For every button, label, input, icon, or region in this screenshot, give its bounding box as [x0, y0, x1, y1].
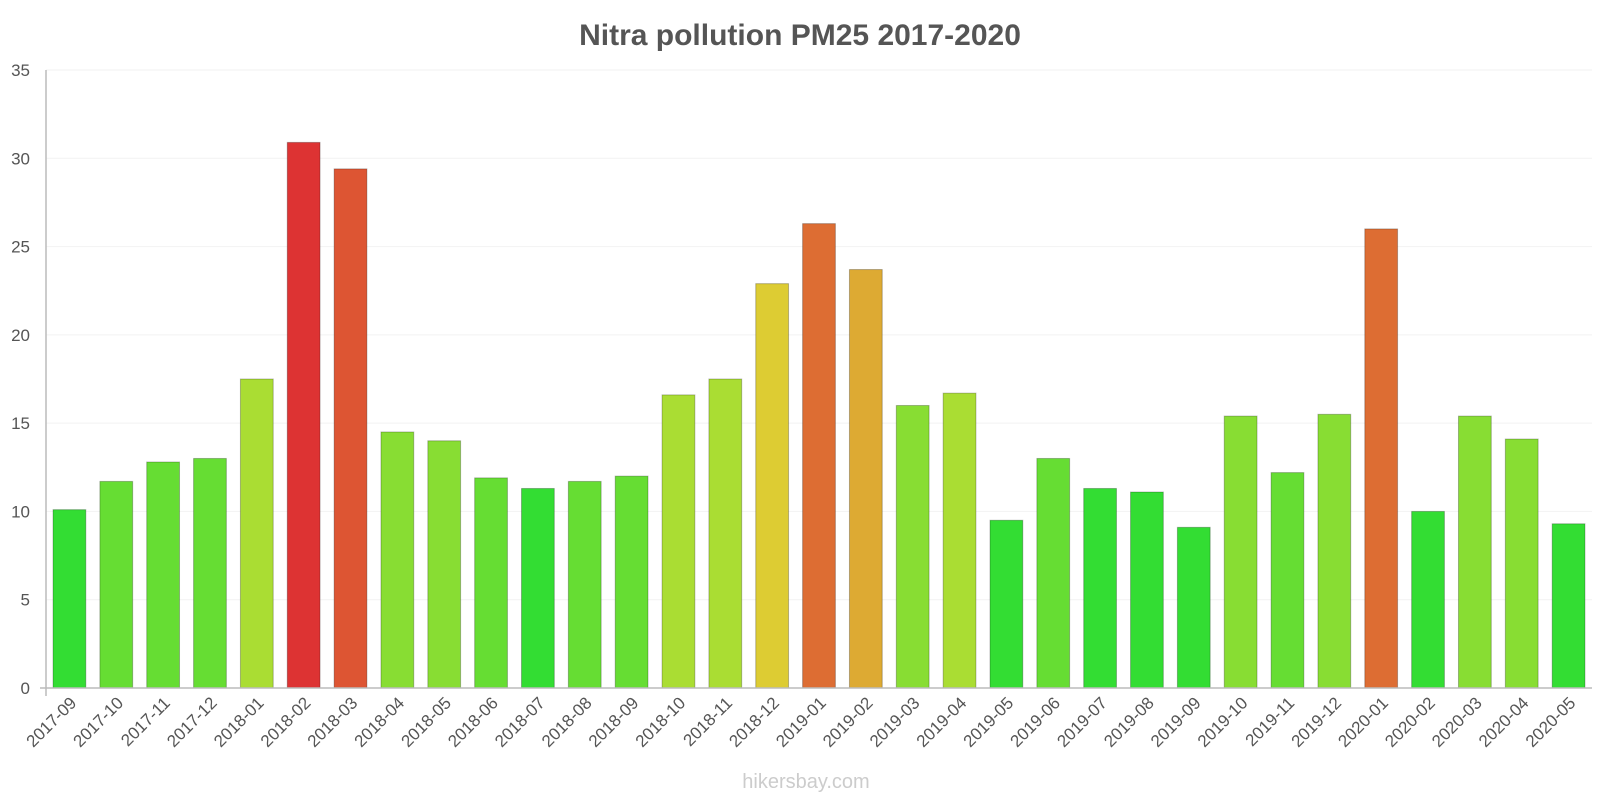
bar-2020-05[interactable]	[1551, 523, 1586, 689]
x-tick-label: 2018-11	[679, 693, 736, 750]
bar-2018-04[interactable]	[380, 431, 415, 689]
bar-2019-04[interactable]	[942, 392, 977, 689]
bar-2019-09[interactable]	[1176, 526, 1211, 689]
x-tick-label: 2019-06	[1007, 693, 1065, 751]
x-tick-labels: 2017-092017-102017-112017-122018-012018-…	[23, 693, 1580, 751]
x-tick-label: 2019-07	[1053, 693, 1111, 751]
bar-2018-06[interactable]	[474, 477, 508, 689]
x-tick-label: 2018-10	[632, 693, 690, 751]
bar-2018-12[interactable]	[755, 283, 790, 689]
y-tick-labels: 0 5 10 15 20 25 30 35	[11, 61, 30, 698]
x-tick-label: 2019-11	[1242, 693, 1299, 750]
x-tick-label: 2018-01	[210, 693, 268, 751]
y-tick-label: 10	[11, 502, 30, 521]
bar-2018-09[interactable]	[614, 475, 649, 689]
chart-title: Nitra pollution PM25 2017-2020	[579, 19, 1021, 52]
x-tick-label: 2019-05	[960, 693, 1018, 751]
x-tick-label: 2019-08	[1100, 693, 1158, 751]
x-tick-label: 2018-07	[491, 693, 549, 751]
bar-2018-05[interactable]	[427, 440, 462, 689]
x-tick-label: 2018-06	[444, 693, 502, 751]
bar-2017-11[interactable]	[146, 461, 181, 689]
x-tick-label: 2018-05	[397, 693, 455, 751]
y-tick-label: 35	[11, 61, 30, 80]
bar-2020-04[interactable]	[1504, 438, 1539, 689]
x-tick-label: 2019-12	[1288, 693, 1346, 751]
x-tick-label: 2020-02	[1381, 693, 1439, 751]
x-tick-label: 2019-09	[1147, 693, 1205, 751]
x-tick-label: 2017-10	[70, 693, 128, 751]
x-tick-label: 2019-04	[913, 693, 971, 751]
bar-2018-03[interactable]	[333, 168, 368, 689]
x-tick-label: 2020-03	[1428, 693, 1486, 751]
bar-2020-03[interactable]	[1457, 415, 1492, 689]
bar-2019-10[interactable]	[1223, 415, 1258, 689]
x-tick-label: 2018-08	[538, 693, 596, 751]
bar-2019-12[interactable]	[1317, 413, 1352, 689]
x-tick-label: 2020-05	[1522, 693, 1580, 751]
bar-2019-06[interactable]	[1036, 457, 1071, 689]
y-tick-label: 25	[11, 238, 30, 257]
x-tick-label: 2018-03	[304, 693, 362, 751]
bar-2018-10[interactable]	[661, 394, 696, 689]
bar-2019-01[interactable]	[802, 223, 836, 689]
y-tick-label: 15	[11, 414, 30, 433]
bar-2018-11[interactable]	[708, 378, 743, 689]
x-tick-label: 2019-03	[866, 693, 924, 751]
bar-2018-07[interactable]	[521, 487, 555, 689]
x-tick-label: 2018-04	[351, 693, 409, 751]
bar-2018-02[interactable]	[286, 141, 321, 689]
y-tick-label: 5	[21, 591, 30, 610]
x-tick-label: 2018-09	[585, 693, 643, 751]
y-tick-label: 0	[21, 679, 30, 698]
bar-2017-09[interactable]	[52, 509, 87, 689]
bar-2019-11[interactable]	[1270, 472, 1305, 689]
x-tick-label: 2019-10	[1194, 693, 1252, 751]
bar-2018-01[interactable]	[239, 378, 274, 689]
bar-2019-05[interactable]	[989, 519, 1024, 689]
bar-2019-07[interactable]	[1083, 487, 1117, 689]
x-tick-label: 2019-01	[772, 693, 830, 751]
axes	[40, 70, 1592, 696]
watermark: hikersbay.com	[742, 771, 869, 793]
x-tick-label: 2019-02	[819, 693, 877, 751]
bar-2019-03[interactable]	[895, 404, 930, 689]
bar-2019-02[interactable]	[848, 269, 883, 689]
y-tick-label: 30	[11, 149, 30, 168]
x-tick-label: 2017-12	[163, 693, 221, 751]
x-tick-label: 2018-02	[257, 693, 315, 751]
x-tick-label: 2020-04	[1475, 693, 1533, 751]
bar-2020-01[interactable]	[1364, 228, 1399, 689]
bar-2017-10[interactable]	[99, 480, 134, 689]
y-tick-label: 20	[11, 326, 30, 345]
bar-2019-08[interactable]	[1130, 491, 1164, 689]
bar-2018-08[interactable]	[567, 480, 602, 689]
x-tick-label: 2018-12	[725, 693, 783, 751]
x-tick-label: 2017-11	[117, 693, 174, 750]
bar-2020-02[interactable]	[1411, 510, 1445, 689]
x-tick-label: 2017-09	[23, 693, 81, 751]
bar-2017-12[interactable]	[193, 457, 227, 689]
bars	[52, 141, 1586, 689]
x-tick-label: 2020-01	[1334, 693, 1392, 751]
